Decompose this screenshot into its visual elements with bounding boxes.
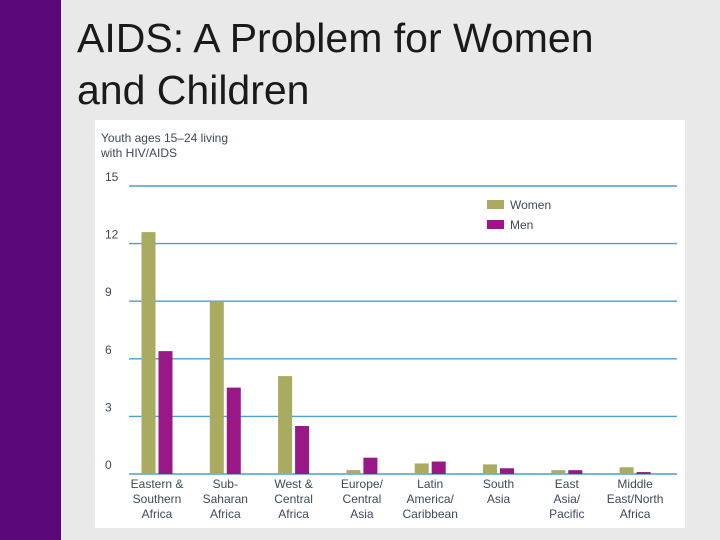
bar-women (483, 464, 497, 474)
category-label-line: Africa (142, 507, 173, 521)
left-accent-bar (0, 0, 61, 540)
bar-women (278, 376, 293, 474)
bars (141, 232, 651, 474)
category-label-line: Central (343, 492, 382, 506)
category-label-line: East (555, 477, 580, 491)
category-label-line: Eastern & (131, 477, 184, 491)
category-label-line: Africa (210, 507, 241, 521)
bar-men (226, 387, 241, 474)
category-label: Middle East/North Africa (607, 477, 664, 521)
bar-men (431, 461, 446, 474)
category-label-line: Southern (133, 492, 182, 506)
category-label-line: Africa (620, 507, 651, 521)
bar-women (209, 301, 224, 474)
bar-women (551, 470, 566, 474)
category-label: Eastern & Southern Africa (131, 477, 184, 521)
legend-label-women: Women (510, 198, 551, 212)
category-label: West & Central Africa (274, 477, 313, 521)
category-label: South Asia (483, 477, 514, 506)
bar-women (346, 470, 361, 474)
y-tick-label: 0 (105, 458, 112, 472)
legend: Women Men (487, 198, 551, 232)
category-label-line: South (483, 477, 514, 491)
slide-title-line-2: and Children (77, 67, 310, 113)
category-label: East Asia/Pacific (549, 477, 584, 521)
bar-women (414, 463, 429, 474)
bar-men (636, 472, 651, 474)
bar-women (141, 232, 156, 474)
category-label-line: Middle (617, 477, 653, 491)
category-label-line: Saharan (203, 492, 248, 506)
y-tick-label: 9 (105, 285, 112, 299)
category-label-line: East/North (607, 492, 664, 506)
category-label-line: America/ (407, 492, 455, 506)
bar-men (295, 426, 310, 474)
legend-label-men: Men (510, 218, 533, 232)
category-label-line: Europe/ (341, 477, 384, 491)
bar-chart: Youth ages 15–24 living with HIV/AIDS 0 3… (100, 131, 677, 521)
category-label-line: Africa (278, 507, 309, 521)
y-axis-label-line-2: with HIV/AIDS (100, 146, 177, 160)
category-label-line: Asia (350, 507, 374, 521)
category-label-line: Latin (417, 477, 443, 491)
y-tick-label: 3 (105, 400, 112, 414)
slide-title: AIDS: A Problem for Women and Children (77, 12, 707, 116)
bar-men (500, 468, 514, 474)
category-label-line: Asia (487, 492, 511, 506)
category-label: Sub-Saharan Africa (203, 477, 248, 521)
y-tick-label: 6 (105, 343, 112, 357)
chart-panel: Youth ages 15–24 living with HIV/AIDS 0 3… (95, 120, 685, 528)
category-label-line: West & (274, 477, 312, 491)
category-label-line: Pacific (549, 507, 584, 521)
category-label: Latin America/Caribbean (403, 477, 458, 521)
category-label-line: Asia/ (553, 492, 580, 506)
y-tick-label: 12 (105, 228, 119, 242)
legend-swatch-women (487, 200, 504, 209)
legend-swatch-men (487, 220, 504, 229)
bar-men (363, 457, 378, 474)
y-tick-label: 15 (105, 170, 119, 184)
y-axis-label-line-1: Youth ages 15–24 living (101, 131, 228, 145)
bar-women (619, 467, 634, 474)
category-label-line: Caribbean (403, 507, 458, 521)
gridlines: 0 3 6 9 12 15 (105, 170, 677, 475)
category-label-line: Central (274, 492, 313, 506)
bar-men (568, 470, 583, 474)
slide-title-line-1: AIDS: A Problem for Women (77, 15, 594, 61)
category-label-line: Sub- (213, 477, 238, 491)
category-label: Europe/Central Asia (341, 477, 384, 521)
bar-men (158, 351, 173, 474)
